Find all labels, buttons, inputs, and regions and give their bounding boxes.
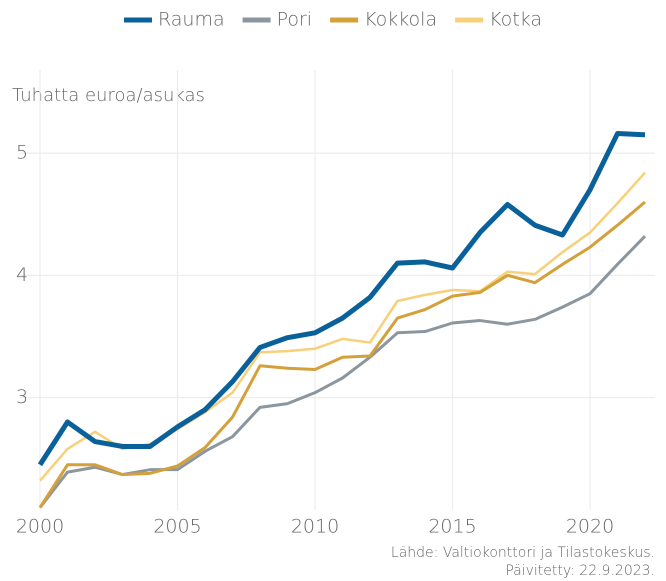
- y-tick-label: 4: [16, 264, 28, 286]
- legend: Rauma Pori Kokkola Kotka: [123, 9, 542, 31]
- y-tick-label: 5: [16, 142, 28, 164]
- source: Lähde: Valtiokonttori ja Tilastokeskus.: [391, 545, 655, 561]
- source: Päivitetty: 22.9.2023.: [505, 563, 655, 579]
- x-tick-label: 2005: [153, 516, 201, 538]
- line-series: [39, 171, 646, 482]
- legend-label: Kokkola: [364, 9, 437, 31]
- y-tick-label: 3: [16, 386, 28, 408]
- x-tick-label: 2020: [566, 516, 614, 538]
- x-tick-label: 2015: [428, 516, 476, 538]
- legend-label: Kotka: [489, 9, 542, 31]
- line-series: [38, 200, 646, 509]
- line-series: [38, 235, 647, 509]
- y-axis-label: Tuhatta euroa/asukas: [12, 85, 205, 106]
- x-tick-label: 2000: [16, 516, 64, 538]
- legend-label: Rauma: [158, 9, 225, 31]
- grid: [20, 70, 655, 510]
- line-series: [37, 131, 646, 467]
- legend-label: Pori: [277, 9, 313, 31]
- x-tick-label: 2010: [291, 516, 339, 538]
